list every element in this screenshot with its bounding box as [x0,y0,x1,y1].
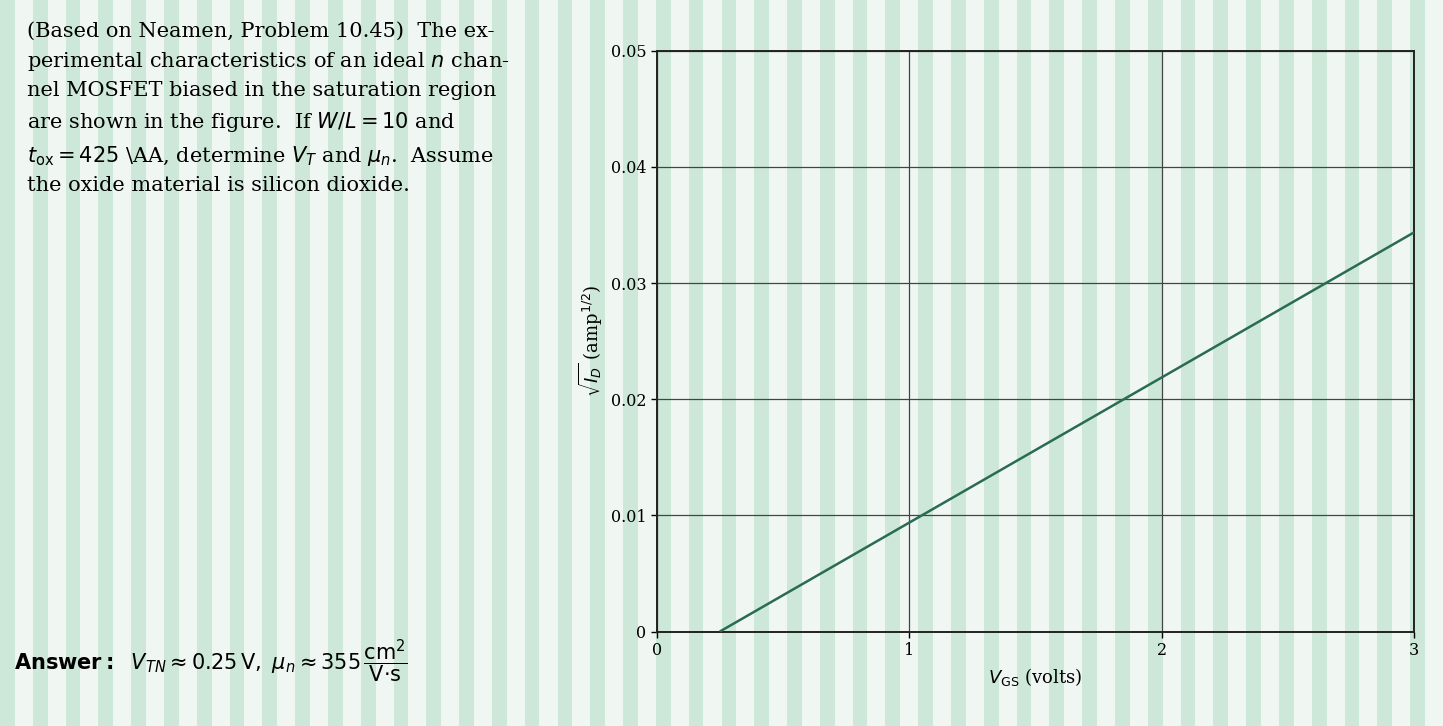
Bar [229,0,244,726]
Bar [1115,0,1130,726]
Bar [328,0,343,726]
Bar [165,0,179,726]
Bar [853,0,867,726]
Bar [0,0,14,726]
Bar [820,0,834,726]
Bar [1049,0,1065,726]
Text: (Based on Neamen, Problem 10.45)  The ex-
perimental characteristics of an ideal: (Based on Neamen, Problem 10.45) The ex-… [26,22,509,195]
Bar [1180,0,1195,726]
Bar [65,0,81,726]
Bar [1312,0,1326,726]
Bar [755,0,769,726]
Bar [196,0,212,726]
Bar [1410,0,1426,726]
Text: $\mathbf{Answer:}$  $V_{TN} \approx 0.25\,\mathrm{V},\ \mu_n \approx 355\,\dfrac: $\mathbf{Answer:}$ $V_{TN} \approx 0.25\… [14,637,408,685]
Bar [557,0,573,726]
Bar [688,0,704,726]
Bar [886,0,900,726]
Bar [33,0,48,726]
Bar [1378,0,1392,726]
Bar [1345,0,1359,726]
Bar [296,0,310,726]
Bar [394,0,408,726]
Bar [984,0,999,726]
Bar [361,0,375,726]
Y-axis label: $\sqrt{I_D}$ (amp$^{1/2}$): $\sqrt{I_D}$ (amp$^{1/2}$) [577,285,605,397]
Bar [623,0,638,726]
Bar [722,0,736,726]
Bar [525,0,540,726]
Bar [590,0,605,726]
Bar [1214,0,1228,726]
Bar [459,0,473,726]
Bar [918,0,934,726]
Bar [1147,0,1163,726]
Bar [1278,0,1294,726]
Bar [1017,0,1032,726]
Bar [1082,0,1097,726]
Bar [1247,0,1261,726]
Bar [131,0,146,726]
Bar [951,0,965,726]
Bar [98,0,113,726]
Bar [657,0,671,726]
Bar [492,0,506,726]
Bar [786,0,802,726]
Bar [426,0,442,726]
Bar [263,0,277,726]
X-axis label: $V_{\mathrm{GS}}$ (volts): $V_{\mathrm{GS}}$ (volts) [988,666,1082,688]
